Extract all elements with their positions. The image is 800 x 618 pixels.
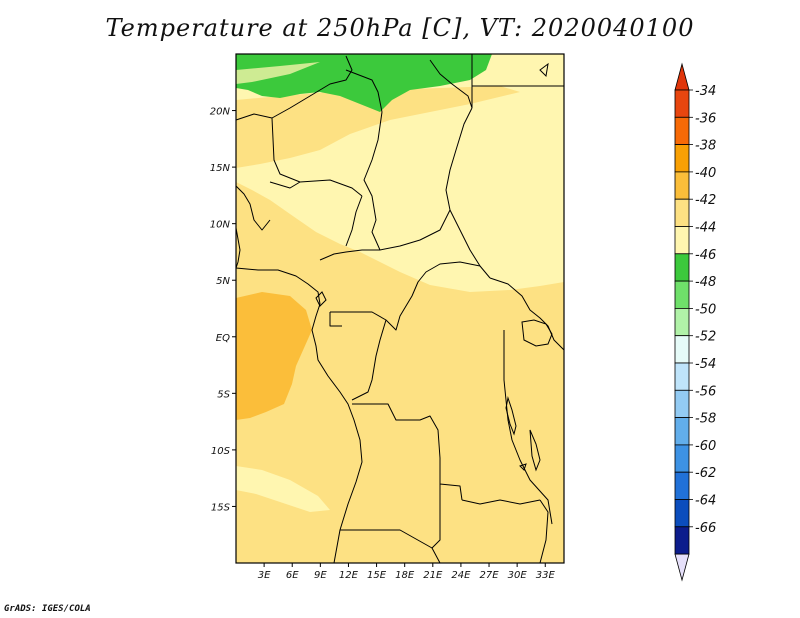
colorbar: -34 -36 -38 -40 -42 -44 -46 -48 -50 -52 -54 -56 -58 -… xyxy=(674,62,716,582)
colorbar-label: -50 xyxy=(695,302,716,317)
colorbar-swatch xyxy=(674,226,690,255)
lon-tick-label: 21E xyxy=(423,570,443,581)
colorbar-swatch xyxy=(674,144,690,173)
colorbar-label: -40 xyxy=(695,166,716,181)
lon-tick-label: 18E xyxy=(395,570,415,581)
colorbar-label: -44 xyxy=(695,221,716,236)
lat-tick-label: 15S xyxy=(211,502,231,513)
colorbar-label: -66 xyxy=(695,521,716,536)
lat-tick-label: EQ xyxy=(216,333,230,344)
grads-credit: GrADS: IGES/COLA xyxy=(4,604,91,614)
country-boundaries xyxy=(235,54,565,564)
lon-tick-label: 6E xyxy=(286,570,299,581)
colorbar-swatch xyxy=(674,89,690,118)
colorbar-label: -36 xyxy=(695,111,716,126)
temperature-field-42-patch-ne xyxy=(460,102,564,160)
colorbar-swatch xyxy=(674,526,690,555)
temperature-field-38 xyxy=(236,292,312,420)
colorbar-swatch xyxy=(674,307,690,337)
lat-tick-label: 10S xyxy=(211,446,231,457)
colorbar-label: -64 xyxy=(695,494,716,509)
colorbar-bottom-arrow xyxy=(674,553,690,582)
colorbar-label: -42 xyxy=(695,193,716,208)
colorbar-swatch xyxy=(674,280,690,309)
colorbar-label: -34 xyxy=(695,84,716,99)
colorbar-swatch xyxy=(674,253,690,282)
lakes xyxy=(315,62,553,472)
lon-tick-label: 3E xyxy=(258,570,271,581)
colorbar-label: -62 xyxy=(695,466,716,481)
lat-tick-label: 5S xyxy=(217,389,230,400)
colorbar-swatch xyxy=(674,198,690,227)
colorbar-swatch xyxy=(674,499,690,528)
lat-tick-label: 5N xyxy=(216,276,230,287)
lon-tick-label: 15E xyxy=(367,570,387,581)
lon-axis: 3E 6E 9E 12E 15E 18E 21E 24E 27E 30E 33E xyxy=(258,563,556,581)
colorbar-label: -48 xyxy=(695,275,716,290)
colorbar-label: -60 xyxy=(695,439,716,454)
colorbar-swatch xyxy=(674,171,690,200)
lat-tick-label: 10N xyxy=(210,220,231,231)
colorbar-swatch xyxy=(674,116,690,146)
colorbar-swatch xyxy=(674,335,690,364)
colorbar-top-arrow xyxy=(674,62,690,91)
colorbar-label: -56 xyxy=(695,384,716,399)
temperature-field-44-fringe xyxy=(236,62,320,84)
lat-tick-label: 20N xyxy=(210,107,231,118)
colorbar-swatch xyxy=(674,417,690,446)
lon-tick-label: 24E xyxy=(451,570,471,581)
map-panel: 20N 15N 10N 5N EQ 5S 10S 15S 3E 6E 9E 12E 15E 18E 21E… xyxy=(210,53,565,581)
colorbar-swatch xyxy=(674,471,690,500)
lon-tick-label: 33E xyxy=(536,570,556,581)
colorbar-label: -54 xyxy=(695,357,716,372)
lat-axis: 20N 15N 10N 5N EQ 5S 10S 15S xyxy=(210,107,236,513)
colorbar-swatch xyxy=(674,389,690,418)
map-title: Temperature at 250hPa [C], VT: 202004010… xyxy=(105,14,695,42)
colorbar-label: -38 xyxy=(695,139,716,154)
map-frame xyxy=(235,53,565,564)
lat-tick-label: 15N xyxy=(210,163,231,174)
lon-tick-label: 12E xyxy=(339,570,359,581)
colorbar-label: -58 xyxy=(695,412,716,427)
temperature-field-42-south xyxy=(236,466,330,512)
colorbar-label: -52 xyxy=(695,330,716,345)
lon-tick-label: 9E xyxy=(314,570,327,581)
temperature-field-40-tongue xyxy=(236,86,520,168)
colorbar-label: -46 xyxy=(695,248,716,263)
lon-tick-label: 30E xyxy=(508,570,528,581)
colorbar-swatch xyxy=(674,444,690,473)
colorbar-swatch xyxy=(674,362,690,391)
lon-tick-label: 27E xyxy=(480,570,500,581)
